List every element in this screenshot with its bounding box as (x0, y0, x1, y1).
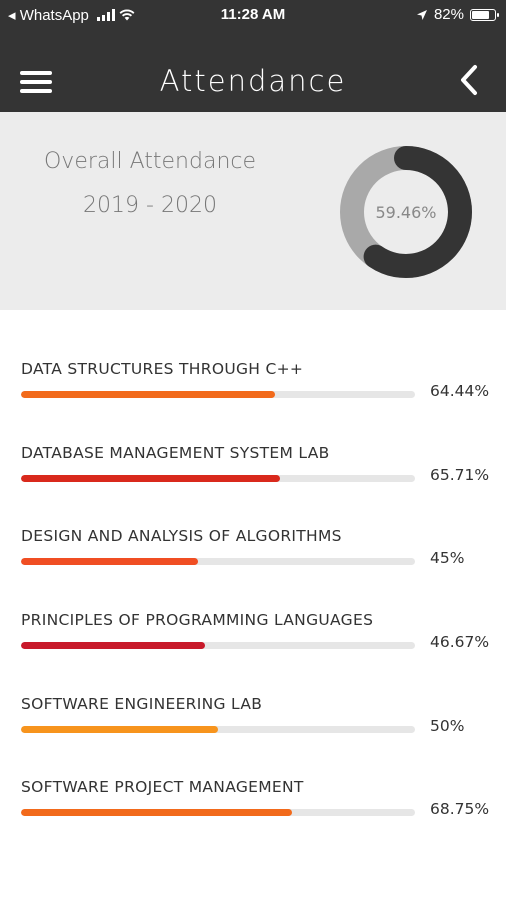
signal-icon (96, 9, 115, 21)
chevron-left-icon[interactable] (458, 64, 480, 96)
subject-name: SOFTWARE ENGINEERING LAB (21, 695, 263, 713)
subject-percent: 46.67% (430, 633, 490, 651)
subject-row[interactable]: DATA STRUCTURES THROUGH C++ 64.44% (0, 360, 506, 420)
status-bar: ◂ WhatsApp 11:28 AM 82% (0, 0, 506, 30)
back-to-app-link[interactable]: ◂ WhatsApp (8, 7, 89, 24)
donut-filled-arc (340, 146, 472, 278)
progress-track (21, 475, 415, 482)
attendance-donut-chart (340, 146, 472, 278)
battery-icon (470, 8, 499, 21)
subject-row[interactable]: DESIGN AND ANALYSIS OF ALGORITHMS 45% (0, 527, 506, 587)
battery-level (472, 10, 490, 19)
overall-attendance-panel: Overall Attendance 2019 - 2020 59.46% (0, 112, 506, 310)
location-arrow-icon (416, 9, 427, 20)
status-left: ◂ WhatsApp (8, 6, 135, 24)
subject-percent: 45% (430, 549, 465, 567)
progress-fill (21, 391, 275, 398)
status-right: 82% (416, 6, 499, 23)
progress-fill (21, 642, 205, 649)
subject-name: PRINCIPLES OF PROGRAMMING LANGUAGES (21, 611, 374, 629)
subject-row[interactable]: DATABASE MANAGEMENT SYSTEM LAB 65.71% (0, 444, 506, 504)
subject-name: DATA STRUCTURES THROUGH C++ (21, 360, 304, 378)
subject-row[interactable]: SOFTWARE ENGINEERING LAB 50% (0, 695, 506, 755)
subject-row[interactable]: SOFTWARE PROJECT MANAGEMENT 68.75% (0, 778, 506, 838)
progress-track (21, 391, 415, 398)
progress-fill (21, 558, 199, 565)
wifi-icon (119, 9, 135, 21)
status-time: 11:28 AM (220, 6, 286, 23)
subject-percent: 65.71% (430, 466, 490, 484)
subject-name: SOFTWARE PROJECT MANAGEMENT (21, 778, 304, 796)
hamburger-menu-icon[interactable] (20, 71, 52, 93)
progress-track (21, 558, 415, 565)
progress-fill (21, 475, 280, 482)
page-title: Attendance (159, 64, 347, 98)
battery-percent: 82% (433, 6, 464, 23)
overall-attendance-title: Overall Attendance (43, 149, 257, 174)
subject-percent: 68.75% (430, 800, 490, 818)
header-bar: ◂ WhatsApp 11:28 AM 82% Attendance (0, 0, 506, 112)
progress-track (21, 809, 415, 816)
progress-track (21, 642, 415, 649)
subject-name: DATABASE MANAGEMENT SYSTEM LAB (21, 444, 330, 462)
subject-percent: 50% (430, 717, 465, 735)
academic-year: 2019 - 2020 (83, 193, 217, 218)
progress-fill (21, 726, 218, 733)
subject-percent: 64.44% (430, 382, 490, 400)
subject-row[interactable]: PRINCIPLES OF PROGRAMMING LANGUAGES 46.6… (0, 611, 506, 671)
app-bar: Attendance (0, 50, 506, 112)
progress-fill (21, 809, 292, 816)
subject-name: DESIGN AND ANALYSIS OF ALGORITHMS (21, 527, 342, 545)
progress-track (21, 726, 415, 733)
overall-percent-label: 59.46% (375, 202, 437, 222)
